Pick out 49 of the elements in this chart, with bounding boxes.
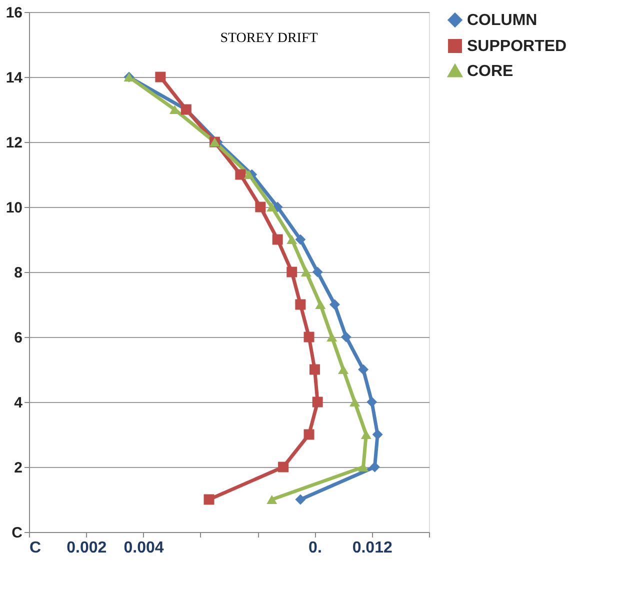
point — [272, 234, 283, 245]
point — [304, 332, 314, 342]
legend-label: COLUMN — [467, 12, 538, 29]
x-tick-label: 0.004 — [124, 540, 164, 556]
point — [155, 72, 166, 82]
point — [326, 332, 338, 342]
point — [204, 494, 214, 505]
x-tick-label: 0.002 — [66, 540, 107, 556]
point — [244, 170, 254, 180]
y-tick-label: 14 — [6, 70, 24, 86]
y-tick-label: 12 — [6, 134, 22, 152]
point — [358, 364, 369, 375]
point — [295, 494, 306, 505]
point — [295, 234, 306, 245]
point — [349, 397, 360, 407]
point — [286, 234, 298, 244]
point — [312, 266, 323, 278]
x-tick-label: 0. — [308, 540, 322, 556]
point — [360, 430, 372, 440]
y-tick-label: 8 — [14, 264, 22, 282]
point — [329, 299, 340, 310]
point — [372, 429, 383, 440]
point — [366, 396, 378, 408]
y-tick-label: 10 — [6, 200, 22, 216]
legend-label: CORE — [467, 63, 514, 80]
point — [312, 396, 323, 408]
y-tick-label: 16 — [6, 4, 22, 22]
y-tick-label: 4 — [14, 394, 24, 412]
y-tick-label: C — [12, 524, 23, 542]
x-tick-label: C — [30, 540, 42, 556]
point — [235, 169, 246, 180]
point — [369, 462, 380, 472]
y-tick-label: 2 — [14, 460, 22, 476]
point — [338, 364, 349, 374]
y-tick-label: 6 — [14, 330, 22, 346]
text: STOREY DRIFT — [220, 31, 318, 46]
point — [266, 202, 278, 212]
point — [304, 429, 314, 440]
point — [309, 364, 320, 375]
point — [340, 332, 352, 342]
point — [300, 267, 312, 277]
point — [286, 266, 298, 278]
point — [315, 300, 326, 310]
point — [266, 494, 278, 504]
point — [255, 202, 266, 212]
legend-label: SUPPORTED — [467, 38, 567, 55]
x-tick-label: 0.012 — [352, 540, 392, 556]
point — [295, 299, 306, 310]
point — [278, 462, 289, 472]
